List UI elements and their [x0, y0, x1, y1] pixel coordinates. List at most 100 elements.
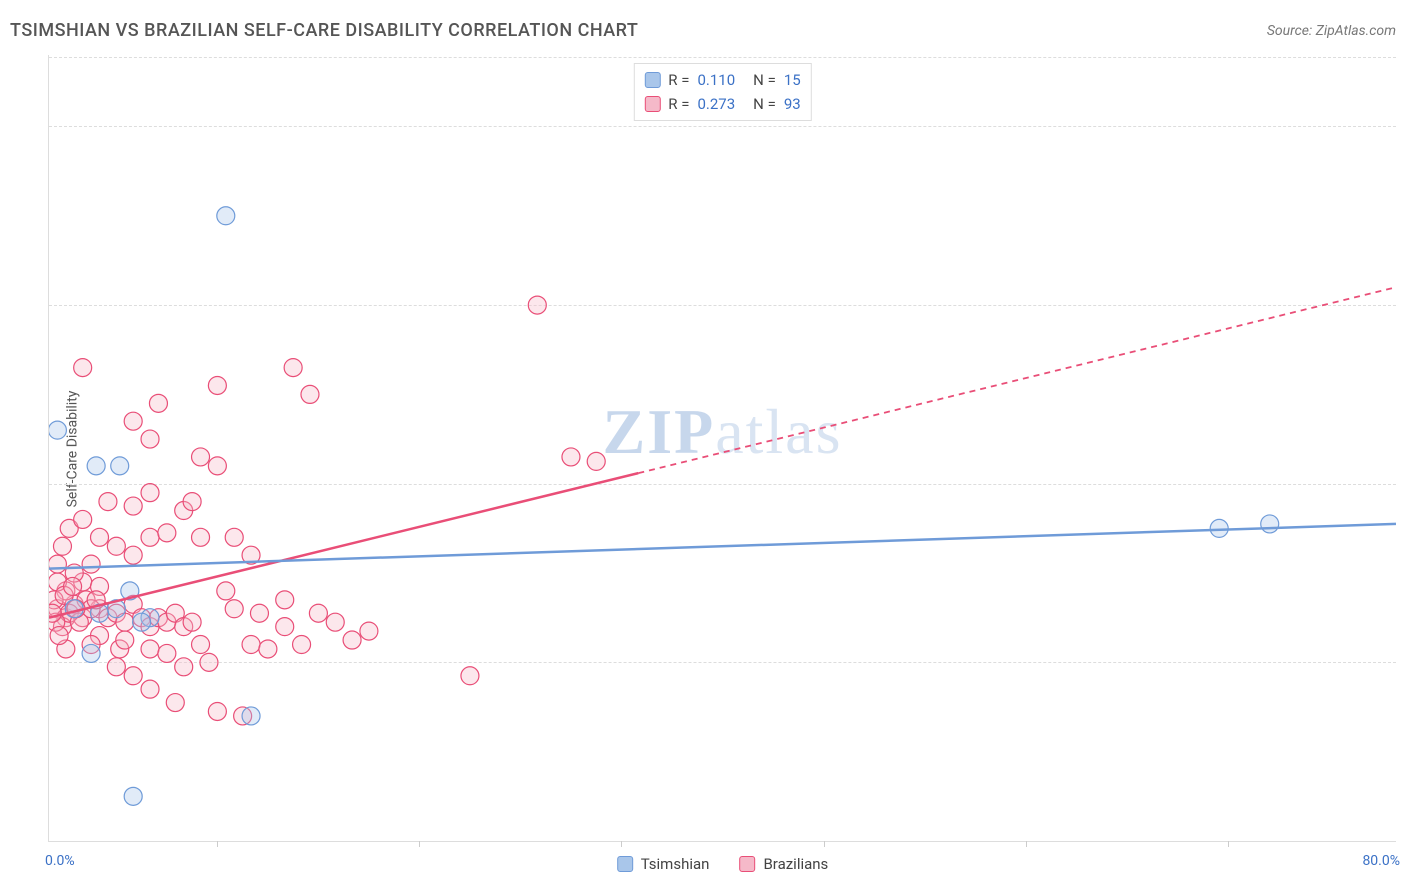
legend-series: Tsimshian Brazilians	[617, 855, 829, 873]
scatter-point	[49, 555, 66, 573]
scatter-point	[124, 787, 142, 805]
scatter-point	[107, 658, 125, 676]
scatter-point	[64, 577, 82, 595]
legend-swatch	[617, 856, 633, 872]
legend-series-label: Tsimshian	[641, 855, 710, 873]
legend-r-value: 0.110	[697, 71, 735, 89]
header: TSIMSHIAN VS BRAZILIAN SELF-CARE DISABIL…	[10, 20, 1396, 41]
scatter-point	[141, 484, 159, 502]
scatter-point	[217, 582, 235, 600]
scatter-point	[276, 618, 294, 636]
scatter-point	[343, 631, 361, 649]
scatter-point	[141, 528, 159, 546]
scatter-point	[208, 702, 226, 720]
scatter-point	[82, 555, 100, 573]
x-tick-right: 80.0%	[1362, 853, 1400, 869]
chart-container: TSIMSHIAN VS BRAZILIAN SELF-CARE DISABIL…	[0, 0, 1406, 892]
scatter-point	[166, 694, 184, 712]
scatter-point	[192, 528, 210, 546]
scatter-point	[208, 457, 226, 475]
legend-stats: R = 0.110 N = 15 R = 0.273 N = 93	[633, 63, 811, 121]
scatter-point	[149, 394, 167, 412]
chart-area: Self-Care Disability ZIPatlas 2.0%4.0%6.…	[48, 55, 1396, 842]
legend-series-item: Brazilians	[739, 855, 828, 873]
scatter-point	[225, 600, 243, 618]
scatter-point	[111, 457, 129, 475]
scatter-point	[183, 493, 201, 511]
legend-series-item: Tsimshian	[617, 855, 710, 873]
scatter-point	[141, 640, 159, 658]
legend-swatch	[644, 96, 660, 112]
scatter-point	[461, 667, 479, 685]
legend-r-label: R =	[668, 95, 689, 113]
legend-n-value: 15	[784, 71, 801, 89]
x-tick-mark	[217, 841, 218, 847]
scatter-point	[107, 537, 125, 555]
scatter-point	[74, 359, 92, 377]
scatter-point	[192, 448, 210, 466]
scatter-point	[293, 636, 311, 654]
x-tick-mark	[621, 841, 622, 847]
scatter-point	[276, 591, 294, 609]
scatter-point	[250, 604, 268, 622]
x-tick-left: 0.0%	[45, 853, 75, 869]
trend-line	[49, 473, 638, 618]
scatter-point	[82, 644, 100, 662]
legend-n-label: N =	[753, 95, 776, 113]
legend-n-label: N =	[753, 71, 776, 89]
x-tick-mark	[824, 841, 825, 847]
legend-stats-row: R = 0.110 N = 15	[644, 68, 800, 92]
legend-swatch	[644, 72, 660, 88]
scatter-point	[124, 497, 142, 515]
scatter-point	[87, 457, 105, 475]
scatter-point	[562, 448, 580, 466]
scatter-point	[50, 627, 68, 645]
scatter-point	[141, 680, 159, 698]
scatter-point	[133, 613, 151, 631]
legend-n-value: 93	[784, 95, 801, 113]
legend-stats-row: R = 0.273 N = 93	[644, 92, 800, 116]
scatter-point	[192, 636, 210, 654]
scatter-point	[284, 359, 302, 377]
scatter-point	[99, 493, 117, 511]
scatter-point	[360, 622, 378, 640]
legend-swatch	[739, 856, 755, 872]
scatter-point	[74, 510, 92, 528]
scatter-point	[124, 546, 142, 564]
scatter-point	[225, 528, 243, 546]
scatter-point	[141, 430, 159, 448]
legend-r-value: 0.273	[697, 95, 735, 113]
scatter-point	[326, 613, 344, 631]
scatter-point	[208, 376, 226, 394]
plot: ZIPatlas 2.0%4.0%6.0%8.0% 0.0% 80.0% R =…	[48, 55, 1396, 842]
x-tick-mark	[1026, 841, 1027, 847]
scatter-point	[200, 653, 218, 671]
scatter-point	[528, 296, 546, 314]
scatter-point	[175, 658, 193, 676]
source-label: Source: ZipAtlas.com	[1267, 23, 1396, 39]
legend-r-label: R =	[668, 71, 689, 89]
scatter-point	[91, 528, 109, 546]
scatter-point	[53, 537, 71, 555]
scatter-point	[124, 667, 142, 685]
scatter-point	[49, 421, 66, 439]
chart-title: TSIMSHIAN VS BRAZILIAN SELF-CARE DISABIL…	[10, 20, 638, 41]
scatter-point	[217, 207, 235, 225]
trend-line-dashed	[638, 287, 1396, 473]
legend-series-label: Brazilians	[763, 855, 828, 873]
scatter-point	[587, 452, 605, 470]
scatter-point	[309, 604, 327, 622]
plot-svg	[49, 55, 1396, 841]
scatter-point	[116, 631, 134, 649]
scatter-point	[158, 644, 176, 662]
scatter-point	[259, 640, 277, 658]
scatter-point	[242, 707, 260, 725]
scatter-point	[242, 636, 260, 654]
scatter-point	[158, 524, 176, 542]
scatter-point	[1261, 515, 1279, 533]
scatter-point	[301, 385, 319, 403]
scatter-point	[49, 604, 61, 622]
scatter-point	[124, 412, 142, 430]
x-tick-mark	[419, 841, 420, 847]
x-tick-mark	[1228, 841, 1229, 847]
